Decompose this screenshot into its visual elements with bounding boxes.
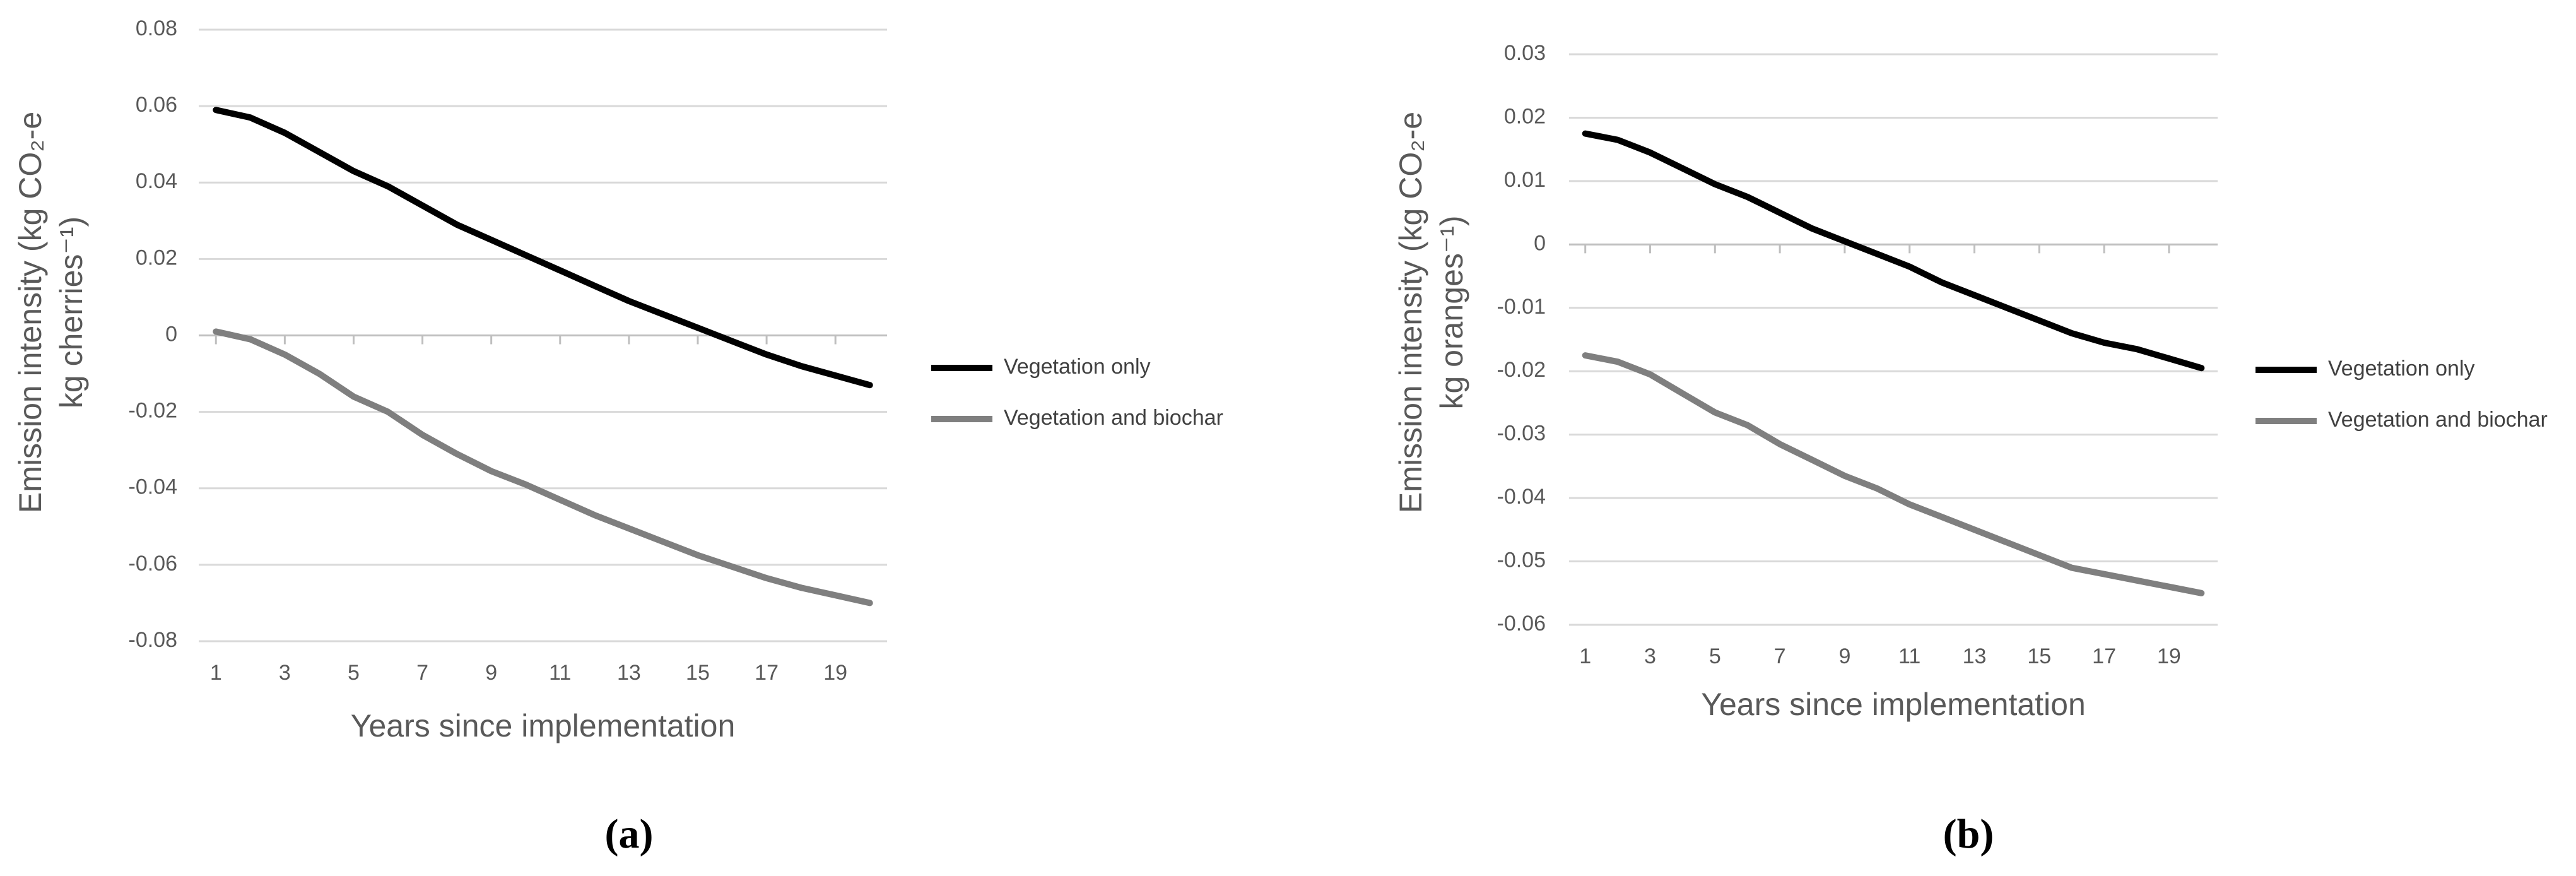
legend-label: Vegetation only [1004, 355, 1151, 379]
data-line [213, 107, 873, 389]
x-tick-label: 1 [1579, 644, 1591, 668]
y-axis-title: Emission intensity (kg CO₂-e [1393, 112, 1428, 513]
y-tick-label: -0.06 [1497, 612, 1546, 636]
x-tick-label: 11 [1898, 644, 1920, 668]
y-axis-title: kg cherries⁻¹) [54, 216, 89, 408]
x-tick-label: 1 [210, 661, 222, 685]
x-tick-label: 9 [485, 661, 497, 685]
x-tick-label: 17 [2092, 644, 2116, 668]
x-axis-title: Years since implementation [1701, 687, 2086, 722]
x-tick-label: 15 [686, 661, 710, 685]
x-tick-label: 13 [617, 661, 641, 685]
y-tick-label: 0.02 [136, 246, 177, 269]
x-tick-label: 5 [1709, 644, 1721, 668]
y-tick-label: 0.06 [136, 93, 177, 117]
x-tick-label: 7 [1774, 644, 1786, 668]
y-tick-label: 0.04 [136, 169, 177, 193]
y-tick-label: 0 [165, 322, 177, 346]
y-tick-label: 0.02 [1504, 104, 1546, 128]
y-tick-label: -0.02 [129, 399, 178, 423]
y-tick-label: -0.06 [129, 552, 178, 576]
x-tick-label: 7 [416, 661, 428, 685]
data-line [1582, 352, 2205, 596]
x-tick-label: 15 [2027, 644, 2051, 668]
x-tick-label: 5 [348, 661, 360, 685]
legend-label: Vegetation and biochar [2328, 408, 2548, 432]
y-tick-label: -0.04 [1497, 485, 1546, 509]
x-tick-label: 3 [1644, 644, 1656, 668]
data-line [213, 328, 873, 607]
y-tick-label: -0.04 [129, 475, 178, 499]
x-tick-label: 19 [2157, 644, 2181, 668]
y-tick-label: 0.08 [136, 16, 177, 40]
y-tick-label: -0.02 [1497, 358, 1546, 382]
x-axis-title: Years since implementation [351, 708, 736, 743]
x-tick-label: 17 [755, 661, 779, 685]
panel-label: (b) [1943, 811, 1994, 857]
y-tick-label: -0.03 [1497, 422, 1546, 446]
y-tick-label: 0 [1534, 231, 1546, 255]
y-tick-label: -0.08 [129, 628, 178, 652]
y-tick-label: -0.05 [1497, 548, 1546, 572]
y-axis-title: Emission intensity (kg CO₂-e [13, 112, 48, 513]
x-tick-label: 13 [1963, 644, 1987, 668]
legend-label: Vegetation only [2328, 357, 2475, 381]
panel-label: (a) [605, 811, 654, 857]
x-tick-label: 9 [1838, 644, 1850, 668]
y-tick-label: -0.01 [1497, 295, 1546, 319]
data-line [1582, 130, 2205, 372]
x-tick-label: 3 [279, 661, 291, 685]
x-tick-label: 19 [823, 661, 847, 685]
y-tick-label: 0.01 [1504, 168, 1546, 192]
y-axis-title: kg oranges⁻¹) [1434, 215, 1469, 409]
y-tick-label: 0.03 [1504, 41, 1546, 65]
x-tick-label: 11 [549, 661, 571, 685]
legend-label: Vegetation and biochar [1004, 406, 1223, 430]
